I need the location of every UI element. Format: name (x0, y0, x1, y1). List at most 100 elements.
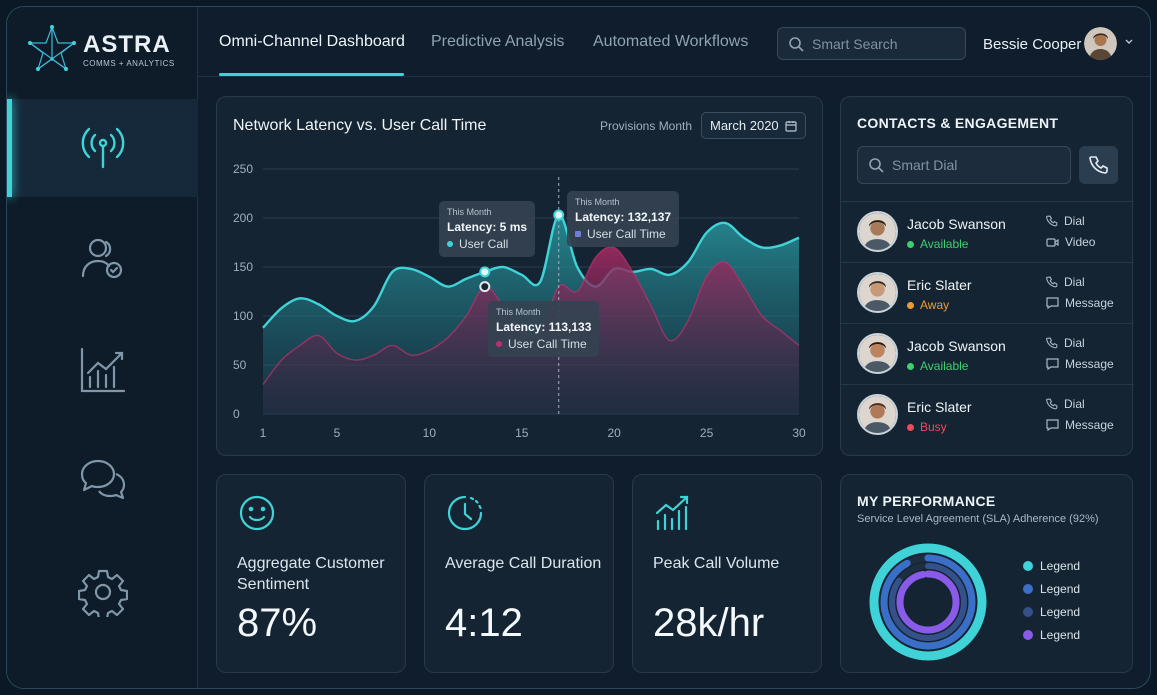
stat-card-call-volume: Peak Call Volume 28k/hr (632, 474, 822, 673)
my-performance-card: MY PERFORMANCE Service Level Agreement (… (840, 474, 1133, 673)
tooltip-value: Latency: 132,137 (575, 210, 672, 224)
message-icon (1046, 297, 1059, 309)
video-action[interactable]: Video (1046, 235, 1095, 249)
call-time-marker (479, 281, 491, 293)
dial-action[interactable]: Dial (1046, 336, 1085, 350)
y-tick-label: 50 (233, 358, 247, 372)
contact-row[interactable]: Eric Slater Busy Dial Message (841, 384, 1134, 445)
sidebar-item-analytics[interactable] (7, 321, 198, 419)
dial-action[interactable]: Dial (1046, 275, 1085, 289)
sla-donut-chart (869, 543, 987, 661)
tooltip-series: User Call Time (575, 227, 671, 241)
contact-status-label: Away (920, 298, 950, 312)
message-action[interactable]: Message (1046, 418, 1114, 432)
secondary-action-label: Message (1065, 357, 1114, 371)
contact-row[interactable]: Eric Slater Away Dial Message (841, 262, 1134, 323)
tooltip-value: Latency: 5 ms (447, 220, 528, 234)
app-window: ASTRA COMMS + ANALYTICS (6, 6, 1151, 689)
dial-action[interactable]: Dial (1046, 397, 1085, 411)
message-action[interactable]: Message (1046, 296, 1114, 310)
contact-row[interactable]: Jacob Swanson Available Dial Message (841, 323, 1134, 384)
y-tick-label: 200 (233, 211, 253, 225)
star-logo-icon (28, 25, 76, 71)
tooltip-series: User Call Time (496, 337, 591, 351)
tooltip-user-call-time: This Month Latency: 113,133 User Call Ti… (488, 301, 600, 357)
user-avatar[interactable] (1084, 27, 1117, 60)
legend-label: Legend (1040, 628, 1081, 642)
dial-action-label: Dial (1064, 275, 1085, 289)
month-picker[interactable]: March 2020 (701, 112, 806, 139)
video-icon (1046, 237, 1059, 247)
donut-ring-3 (889, 563, 967, 641)
secondary-action-label: Message (1065, 296, 1114, 310)
brand-name: ASTRA (83, 31, 171, 58)
x-tick-label: 10 (423, 426, 437, 440)
brand-tagline: COMMS + ANALYTICS (83, 59, 175, 68)
sidebar-item-settings[interactable] (7, 543, 198, 641)
x-tick-label: 30 (792, 426, 806, 440)
x-tick-label: 5 (334, 426, 341, 440)
donut-ring-4 (896, 570, 960, 634)
phone-icon (1088, 156, 1108, 174)
y-tick-label: 150 (233, 260, 253, 274)
legend-label: Legend (1040, 605, 1081, 619)
sidebar-item-messages[interactable] (7, 432, 198, 530)
message-action[interactable]: Message (1046, 357, 1114, 371)
legend-label: Legend (1040, 559, 1081, 573)
tooltip-series-label: User Call Time (508, 337, 587, 351)
tab-omni-channel-dashboard[interactable]: Omni-Channel Dashboard (219, 33, 405, 50)
contact-avatar (857, 211, 898, 252)
latency-chart-card: Network Latency vs. User Call Time Provi… (216, 96, 823, 456)
contact-name: Jacob Swanson (907, 338, 1006, 354)
y-tick-label: 250 (233, 162, 253, 176)
y-tick-label: 0 (233, 407, 240, 421)
stat-value: 28k/hr (653, 601, 765, 645)
user-check-icon (81, 238, 122, 279)
dial-action[interactable]: Dial (1046, 214, 1085, 228)
stat-label: Aggregate Customer Sentiment (237, 555, 385, 593)
chevron-down-icon[interactable] (1124, 37, 1134, 47)
contact-name: Eric Slater (907, 277, 972, 293)
tooltip-subtitle: This Month (575, 197, 620, 207)
call-time-series-area (263, 246, 799, 414)
dial-action-label: Dial (1064, 397, 1085, 411)
provisions-month-label: Provisions Month (600, 119, 693, 133)
sidebar-item-users[interactable] (7, 210, 198, 308)
contact-name: Eric Slater (907, 399, 972, 415)
month-value: March 2020 (710, 118, 779, 133)
x-tick-label: 25 (700, 426, 714, 440)
smart-dial-input[interactable] (892, 157, 1062, 173)
message-icon (1046, 358, 1059, 370)
dial-action-label: Dial (1064, 214, 1085, 228)
user-name: Bessie Cooper (983, 36, 1082, 53)
latency-marker (479, 266, 491, 278)
contact-row[interactable]: Jacob Swanson Available Dial Video (841, 201, 1134, 262)
performance-title: MY PERFORMANCE (857, 493, 996, 509)
tooltip-series: User Call (447, 237, 527, 251)
legend-item: Legend (1023, 559, 1080, 573)
smart-search[interactable] (777, 27, 966, 60)
y-tick-label: 100 (233, 309, 253, 323)
peak-marker (553, 209, 565, 221)
search-icon (789, 36, 804, 52)
sidebar-item-broadcast[interactable] (7, 99, 198, 197)
donut-ring-2 (880, 554, 976, 650)
tab-automated-workflows[interactable]: Automated Workflows (593, 33, 749, 50)
growth-chart-icon (655, 495, 689, 531)
tooltip-value: Latency: 113,133 (496, 320, 592, 334)
search-input[interactable] (812, 35, 962, 52)
tooltip-subtitle: This Month (447, 207, 492, 217)
legend-swatch (1023, 607, 1033, 617)
top-header: Omni-Channel Dashboard Predictive Analys… (198, 7, 1150, 77)
contacts-engagement-card: CONTACTS & ENGAGEMENT Jacob Swanson Avail… (840, 96, 1134, 456)
tab-predictive-analysis[interactable]: Predictive Analysis (431, 33, 565, 50)
legend-item: Legend (1023, 628, 1080, 642)
message-icon (1046, 419, 1059, 431)
call-button[interactable] (1079, 146, 1118, 184)
contacts-title: CONTACTS & ENGAGEMENT (857, 115, 1059, 131)
smart-dial[interactable] (857, 146, 1071, 184)
contact-status-label: Busy (920, 420, 947, 434)
contact-status: Away (907, 298, 949, 312)
contact-avatar (857, 333, 898, 374)
clock-icon (447, 495, 483, 531)
